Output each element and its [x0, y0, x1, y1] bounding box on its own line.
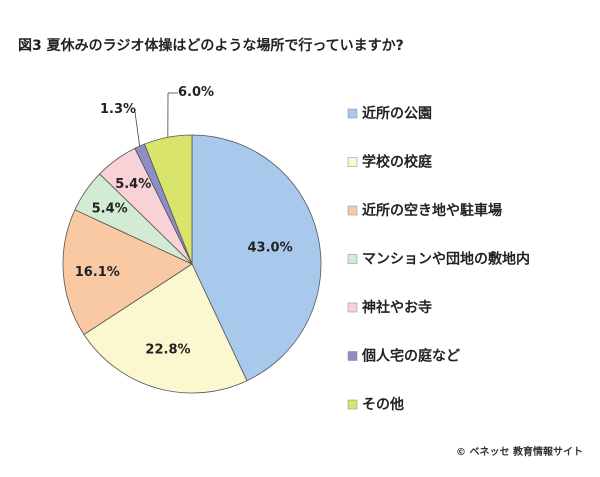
pie-slice	[62, 209, 193, 336]
data-label: 43.0%	[248, 241, 293, 256]
legend-label: 近所の空き地や駐車場	[362, 202, 502, 219]
chart-title: 図3 夏休みのラジオ体操はどのような場所で行っていますか?	[18, 37, 404, 54]
legend-label: 近所の公園	[362, 105, 432, 122]
leader-line	[134, 111, 141, 147]
legend-swatch	[347, 254, 358, 264]
data-label: 5.4%	[92, 201, 128, 216]
legend: 近所の公園学校の校庭近所の空き地や駐車場マンションや団地の敷地内神社やお寺個人宅…	[347, 105, 530, 413]
legend-swatch	[347, 157, 358, 167]
legend-label: 個人宅の庭など	[361, 348, 460, 365]
pie-slice	[143, 134, 193, 265]
pie-slice	[191, 134, 322, 382]
legend-swatch	[347, 399, 358, 410]
legend-swatch	[347, 205, 358, 216]
legend-swatch	[347, 302, 358, 313]
data-label: 6.0%	[178, 85, 214, 100]
legend-label: 神社やお寺	[362, 299, 432, 316]
data-label: 22.8%	[145, 343, 190, 358]
data-label: 1.3%	[100, 102, 136, 117]
leader-lines	[134, 92, 178, 147]
legend-swatch	[347, 351, 358, 361]
legend-label: マンションや団地の敷地内	[362, 251, 530, 268]
legend-label: 学校の校庭	[362, 154, 433, 171]
data-label: 16.1%	[75, 265, 120, 280]
data-label: 5.4%	[115, 177, 151, 192]
data-labels: 43.0% 22.8% 16.1% 5.4% 5.4% 1.3% 6.0%	[75, 85, 293, 358]
legend-label: その他	[362, 396, 404, 413]
pie-slice	[83, 263, 248, 394]
legend-swatch	[347, 108, 358, 119]
copyright-text: © ベネッセ 教育情報サイト	[456, 445, 583, 458]
